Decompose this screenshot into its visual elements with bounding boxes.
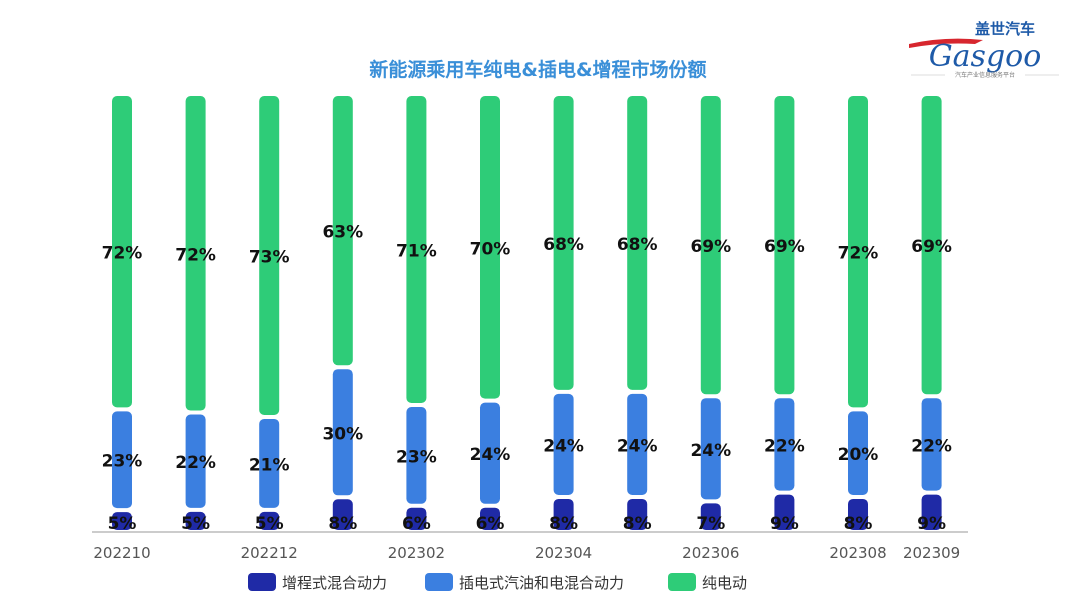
- x-ticks-group: 202210 202212 202302 202304 202306 202308 2023…: [93, 544, 960, 562]
- data-label-bev-202211: 72%: [175, 245, 216, 265]
- bar-bev-202308: [848, 96, 868, 408]
- bar-bev-202210: [112, 96, 132, 408]
- data-label-range-extender-202306: 7%: [696, 514, 725, 534]
- legend-swatch-range-extender: [248, 573, 276, 591]
- legend-label-bev: 纯电动: [702, 574, 747, 592]
- bar-range-extender-202306: [700, 503, 721, 530]
- data-label-bev-202210: 72%: [102, 244, 143, 264]
- data-label-bev-202303: 70%: [470, 239, 511, 259]
- gasgoo-logo: 盖世汽车 Gasgoo 汽车产业信息服务平台: [905, 18, 1065, 80]
- data-label-range-extender-202308: 8%: [844, 514, 873, 534]
- logo-swoosh: [909, 38, 983, 48]
- data-label-bev-202308: 72%: [838, 244, 879, 264]
- data-label-phev-202304: 24%: [543, 436, 584, 456]
- bar-bev-202302: [406, 96, 427, 403]
- bar-phev-202212: [259, 418, 280, 508]
- data-label-range-extender-202211: 5%: [181, 514, 210, 534]
- bars-group: 5% 23% 72% 5% 22% 72% 5% 21% 73% 8% 30% 63% 6% 23% 71%…: [102, 96, 952, 534]
- data-label-bev-202309: 69%: [911, 237, 952, 257]
- data-label-phev-202301: 30%: [322, 424, 363, 444]
- bar-range-extender-202303: [480, 507, 500, 530]
- data-label-bev-202301: 63%: [322, 223, 363, 243]
- data-label-range-extender-202210: 5%: [108, 514, 137, 534]
- chart-title: 新能源乘用车纯电&插电&增程市场份额: [369, 58, 706, 81]
- bar-range-extender-202309: [921, 494, 942, 530]
- bar-range-extender-202301: [332, 499, 353, 530]
- legend-swatch-phev: [425, 573, 453, 591]
- bar-range-extender-202302: [406, 507, 427, 530]
- data-label-phev-202211: 22%: [175, 453, 216, 473]
- data-label-range-extender-202301: 8%: [328, 514, 357, 534]
- data-label-phev-202303: 24%: [470, 445, 511, 465]
- bar-range-extender-202210: [112, 512, 132, 530]
- data-label-phev-202307: 22%: [764, 436, 805, 456]
- x-tick-label-202302: 202302: [388, 544, 445, 562]
- data-label-range-extender-202303: 6%: [476, 514, 505, 534]
- bar-bev-202309: [921, 96, 942, 395]
- data-label-range-extender-202302: 6%: [402, 514, 431, 534]
- bar-phev-202210: [112, 411, 132, 509]
- bar-bev-202211: [185, 96, 206, 411]
- x-tick-label-202306: 202306: [682, 544, 739, 562]
- data-label-phev-202305: 24%: [617, 436, 658, 456]
- bar-range-extender-202211: [185, 511, 206, 530]
- bar-bev-202306: [700, 96, 721, 395]
- bar-bev-202301: [332, 96, 353, 366]
- bar-range-extender-202308: [848, 498, 868, 530]
- legend-label-range-extender: 增程式混合动力: [282, 574, 387, 592]
- data-label-range-extender-202305: 8%: [623, 514, 652, 534]
- bar-phev-202309: [921, 398, 942, 491]
- data-label-phev-202308: 20%: [838, 445, 879, 465]
- bar-bev-202304: [553, 96, 574, 390]
- data-label-range-extender-202309: 9%: [917, 514, 946, 534]
- data-label-bev-202307: 69%: [764, 237, 805, 257]
- bar-range-extender-202212: [259, 511, 280, 530]
- bar-bev-202305: [627, 96, 648, 390]
- bar-phev-202303: [480, 402, 500, 504]
- bar-range-extender-202304: [553, 498, 574, 530]
- logo-brand-text: Gasgoo: [929, 39, 1042, 74]
- legend-swatch-bev: [668, 573, 696, 591]
- data-label-phev-202302: 23%: [396, 447, 437, 467]
- bar-range-extender-202305: [627, 498, 648, 530]
- data-label-range-extender-202307: 9%: [770, 514, 799, 534]
- data-label-bev-202306: 69%: [690, 237, 731, 257]
- data-label-phev-202210: 23%: [102, 452, 143, 472]
- data-label-phev-202309: 22%: [911, 436, 952, 456]
- bar-phev-202305: [627, 393, 648, 495]
- x-tick-label-202308: 202308: [829, 544, 886, 562]
- data-label-bev-202302: 71%: [396, 241, 437, 261]
- bar-phev-202307: [774, 398, 795, 491]
- bar-phev-202306: [700, 398, 721, 500]
- data-label-bev-202212: 73%: [249, 247, 290, 267]
- legend-label-phev: 插电式汽油和电混合动力: [459, 574, 624, 592]
- data-label-phev-202212: 21%: [249, 455, 290, 475]
- data-label-phev-202306: 24%: [690, 441, 731, 461]
- data-label-range-extender-202212: 5%: [255, 514, 284, 534]
- bar-phev-202304: [553, 393, 574, 495]
- logo-cn-text: 盖世汽车: [975, 20, 1035, 38]
- logo-tagline: 汽车产业信息服务平台: [955, 71, 1015, 79]
- legend: 增程式混合动力 插电式汽油和电混合动力 纯电动: [248, 573, 747, 592]
- bar-phev-202302: [406, 406, 427, 504]
- x-tick-label-202304: 202304: [535, 544, 592, 562]
- data-label-range-extender-202304: 8%: [549, 514, 578, 534]
- bar-phev-202308: [848, 411, 868, 495]
- x-tick-label-202309: 202309: [903, 544, 960, 562]
- data-label-bev-202304: 68%: [543, 235, 584, 255]
- bar-phev-202211: [185, 414, 206, 508]
- bar-phev-202301: [332, 369, 353, 496]
- bar-range-extender-202307: [774, 494, 795, 530]
- bar-bev-202212: [259, 96, 280, 415]
- data-label-bev-202305: 68%: [617, 235, 658, 255]
- x-tick-label-202212: 202212: [241, 544, 298, 562]
- bar-bev-202303: [480, 96, 500, 399]
- x-tick-label-202210: 202210: [93, 544, 150, 562]
- bar-bev-202307: [774, 96, 795, 395]
